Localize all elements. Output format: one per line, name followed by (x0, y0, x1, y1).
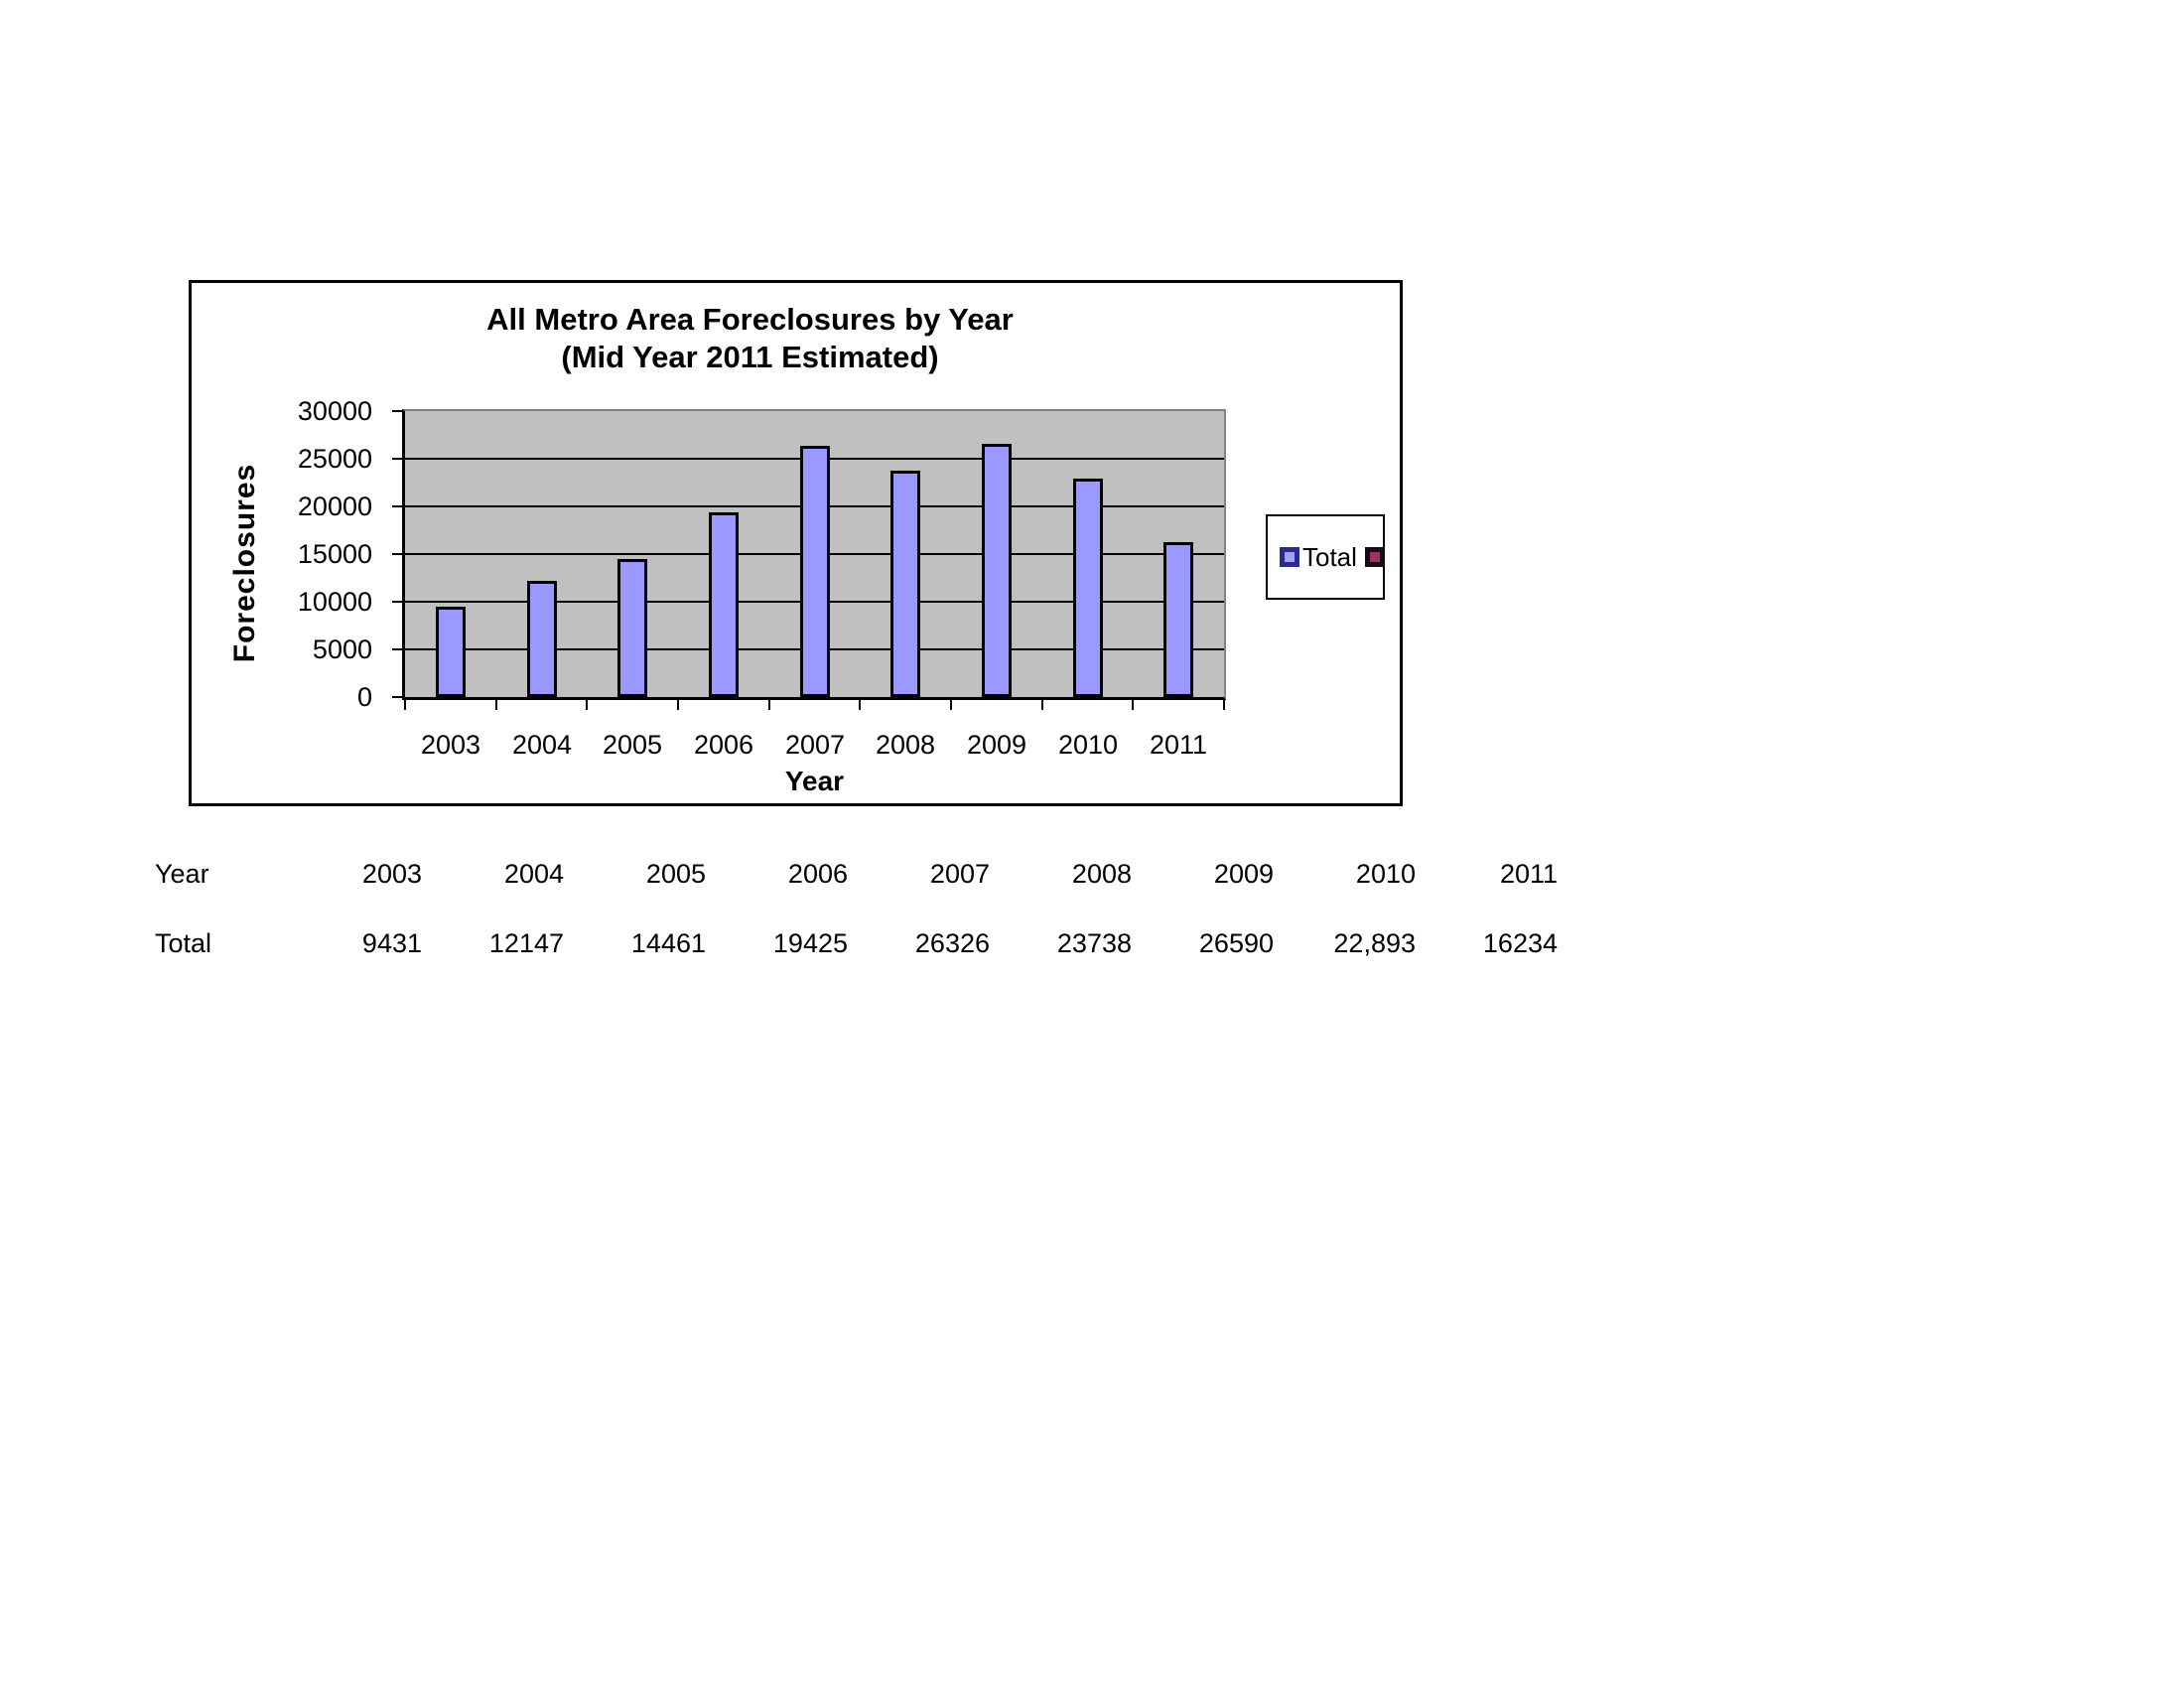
plot-area (402, 409, 1226, 700)
x-tick-label-2010: 2010 (1057, 730, 1119, 760)
legend-marker-series2-icon (1364, 547, 1385, 567)
table-total-cell: 19425 (772, 928, 848, 958)
legend-label-total: Total (1302, 542, 1357, 572)
legend-marker-total-icon (1280, 547, 1299, 567)
chart-title-line2: (Mid Year 2011 Estimated) (561, 340, 939, 374)
y-axis-tick (392, 553, 402, 555)
x-axis-tick (1132, 700, 1134, 710)
table-total-cell: 23738 (1056, 928, 1132, 958)
table-total-cell: 9431 (361, 928, 422, 958)
table-total-cell: 16234 (1482, 928, 1558, 958)
bar-2008 (890, 471, 920, 697)
table-total-cell: 14461 (630, 928, 706, 958)
table-year-cell: 2011 (1499, 859, 1558, 889)
bar-2010 (1073, 479, 1103, 697)
x-tick-label-2004: 2004 (511, 730, 573, 760)
y-tick-label-20000: 20000 (297, 492, 372, 521)
table-year-cell: 2010 (1355, 859, 1416, 889)
y-axis-tick (392, 458, 402, 460)
table-year-cell: 2007 (929, 859, 990, 889)
x-axis-tick (768, 700, 770, 710)
y-tick-label-10000: 10000 (297, 587, 372, 617)
x-tick-label-2005: 2005 (602, 730, 663, 760)
table-year-cell: 2005 (645, 859, 706, 889)
x-axis-tick (859, 700, 861, 710)
x-tick-label-2008: 2008 (875, 730, 936, 760)
x-tick-label-2007: 2007 (784, 730, 846, 760)
x-tick-label-2009: 2009 (966, 730, 1027, 760)
table-total-cell: 26326 (914, 928, 990, 958)
table-total-cell: 12147 (488, 928, 564, 958)
chart-title-line1: All Metro Area Foreclosures by Year (486, 302, 1014, 337)
table-year-cell: 2003 (361, 859, 422, 889)
y-axis-tick (392, 410, 402, 412)
x-axis-tick (586, 700, 588, 710)
bar-2006 (709, 512, 739, 697)
chart: All Metro Area Foreclosures by Year (Mid… (189, 280, 1403, 806)
table-total-cell: 22,893 (1333, 928, 1416, 958)
y-tick-label-0: 0 (356, 682, 372, 712)
table-year-cell: 2006 (787, 859, 848, 889)
x-axis-title: Year (784, 766, 845, 796)
chart-title: All Metro Area Foreclosures by Year (Mid… (192, 301, 1308, 376)
bar-2004 (527, 581, 557, 697)
x-axis-tick (1223, 700, 1225, 710)
bar-2005 (617, 559, 647, 697)
x-tick-label-2003: 2003 (420, 730, 481, 760)
legend: Total (1266, 514, 1385, 600)
x-axis-tick (404, 700, 406, 710)
x-axis-tick (950, 700, 952, 710)
y-tick-label-25000: 25000 (297, 444, 372, 474)
bar-2007 (800, 446, 830, 697)
y-axis-tick (392, 696, 402, 698)
y-axis-tick (392, 601, 402, 603)
y-tick-label-30000: 30000 (297, 396, 372, 426)
x-axis-tick (677, 700, 679, 710)
table-row-label-total: Total (155, 928, 212, 958)
y-axis-tick (392, 505, 402, 507)
x-tick-label-2006: 2006 (693, 730, 754, 760)
table-year-cell: 2009 (1213, 859, 1274, 889)
x-axis-tick (495, 700, 497, 710)
bar-2009 (982, 444, 1012, 697)
bar-2011 (1163, 542, 1193, 697)
table-total-cell: 26590 (1198, 928, 1274, 958)
y-tick-label-5000: 5000 (312, 634, 372, 664)
table-year-cell: 2004 (503, 859, 564, 889)
y-axis-tick (392, 648, 402, 650)
table-year-cell: 2008 (1071, 859, 1132, 889)
x-tick-label-2011: 2011 (1149, 730, 1208, 760)
table-row-label-year: Year (155, 859, 209, 889)
bar-2003 (436, 607, 466, 697)
x-axis-tick (1041, 700, 1043, 710)
y-tick-label-15000: 15000 (297, 539, 372, 569)
